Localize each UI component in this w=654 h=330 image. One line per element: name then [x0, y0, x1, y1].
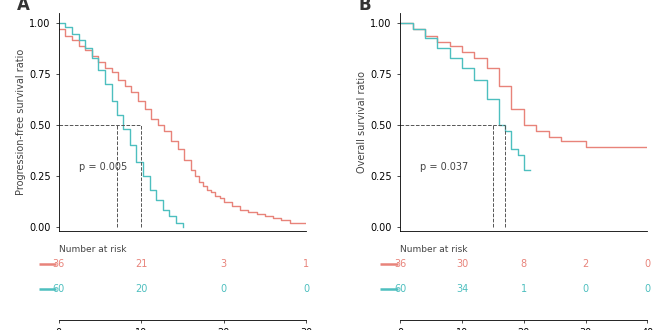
Text: 0: 0 — [220, 283, 227, 294]
Text: p = 0.005: p = 0.005 — [78, 162, 127, 172]
Text: Number at risk: Number at risk — [59, 245, 126, 254]
Text: 36: 36 — [394, 259, 406, 269]
Text: 2: 2 — [583, 259, 589, 269]
Text: 0: 0 — [303, 283, 309, 294]
Text: 21: 21 — [135, 259, 148, 269]
Y-axis label: Progression-free survival ratio: Progression-free survival ratio — [16, 49, 26, 195]
Text: 0: 0 — [644, 259, 651, 269]
Text: B: B — [358, 0, 371, 14]
Y-axis label: Overall survival ratio: Overall survival ratio — [358, 71, 368, 173]
Text: 1: 1 — [521, 283, 527, 294]
Text: A: A — [17, 0, 29, 14]
Text: 20: 20 — [135, 283, 148, 294]
Text: 60: 60 — [53, 283, 65, 294]
Text: 60: 60 — [394, 283, 406, 294]
Text: 36: 36 — [53, 259, 65, 269]
Text: 1: 1 — [303, 259, 309, 269]
Text: 8: 8 — [521, 259, 527, 269]
Text: 0: 0 — [644, 283, 651, 294]
Text: 30: 30 — [456, 259, 468, 269]
Text: 34: 34 — [456, 283, 468, 294]
Legend: T790M retain, T790M loss: T790M retain, T790M loss — [451, 0, 597, 6]
Legend: T790M retain, T790M loss: T790M retain, T790M loss — [109, 0, 256, 6]
Text: 0: 0 — [583, 283, 589, 294]
Text: p = 0.037: p = 0.037 — [420, 162, 468, 172]
Text: 3: 3 — [220, 259, 227, 269]
Text: Number at risk: Number at risk — [400, 245, 468, 254]
